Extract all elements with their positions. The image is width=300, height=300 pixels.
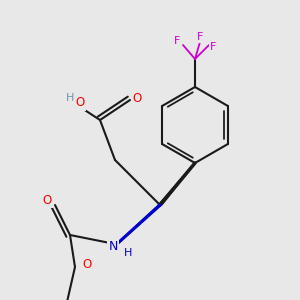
- Text: F: F: [197, 32, 203, 42]
- Text: O: O: [42, 194, 52, 206]
- Text: F: F: [210, 42, 216, 52]
- Text: H: H: [124, 248, 132, 258]
- Text: F: F: [174, 36, 180, 46]
- Text: O: O: [82, 257, 91, 271]
- Text: N: N: [108, 241, 118, 254]
- Text: H: H: [66, 93, 74, 103]
- Text: O: O: [132, 92, 142, 104]
- Text: O: O: [75, 97, 85, 110]
